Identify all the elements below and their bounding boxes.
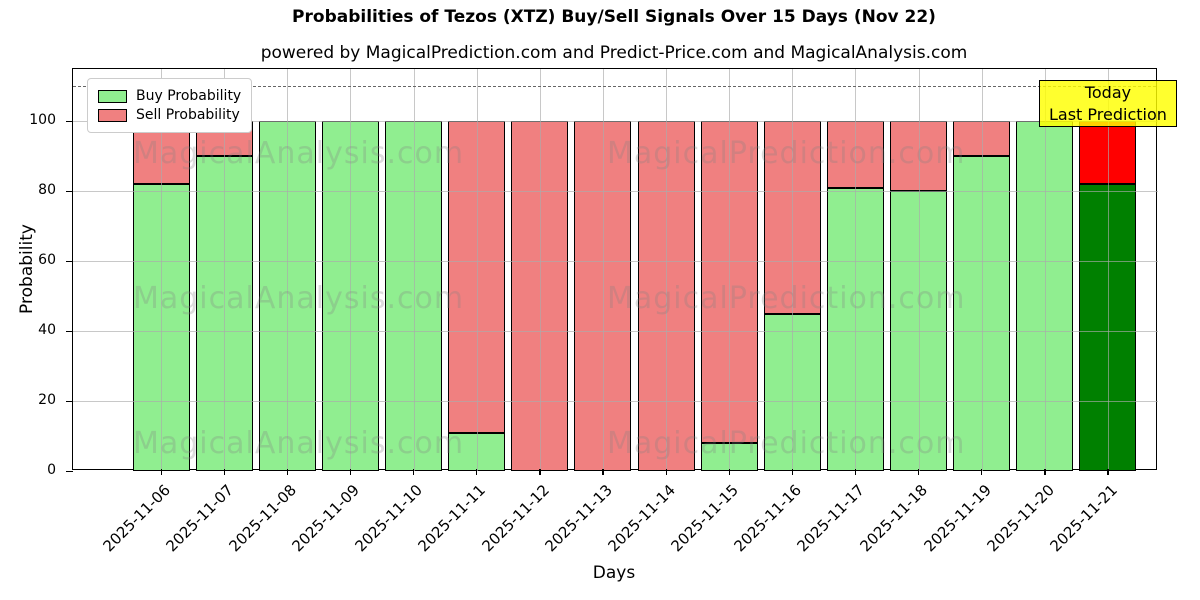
vertical-gridline <box>855 69 857 471</box>
horizontal-gridline <box>73 331 1158 333</box>
horizontal-gridline <box>73 121 1158 123</box>
watermark-text: MagicalAnalysis.com <box>133 136 465 171</box>
legend-swatch-sell <box>98 108 127 122</box>
dashed-reference-line <box>73 86 1156 88</box>
vertical-gridline <box>1107 69 1109 471</box>
chart-title: Probabilities of Tezos (XTZ) Buy/Sell Si… <box>292 7 936 27</box>
x-tick-mark <box>1107 469 1109 475</box>
vertical-gridline <box>792 69 794 471</box>
vertical-gridline <box>602 69 604 471</box>
vertical-gridline <box>224 69 226 471</box>
x-tick-mark <box>854 469 857 475</box>
watermark-text: MagicalPrediction.com <box>607 281 966 316</box>
legend-item-buy: Buy Probability <box>98 88 241 104</box>
today-annotation-line2: Last Prediction <box>1049 104 1167 124</box>
today-annotation-line1: Today <box>1084 83 1132 102</box>
legend-label-sell: Sell Probability <box>136 107 240 123</box>
vertical-gridline <box>981 69 983 471</box>
x-tick-mark <box>413 469 415 475</box>
x-tick-mark <box>160 469 162 475</box>
x-tick-mark <box>791 469 794 475</box>
x-tick-mark <box>539 469 541 475</box>
watermark-text: MagicalAnalysis.com <box>133 426 465 461</box>
vertical-gridline <box>666 69 668 471</box>
horizontal-gridline <box>73 191 1158 193</box>
x-tick-mark <box>349 469 352 475</box>
watermark-text: MagicalPrediction.com <box>607 426 966 461</box>
y-tick-mark <box>66 330 73 332</box>
x-tick-mark <box>476 469 478 475</box>
vertical-gridline <box>413 69 415 471</box>
y-tick-mark <box>66 400 73 402</box>
horizontal-gridline <box>73 401 1158 403</box>
y-tick-mark <box>66 260 73 263</box>
legend: Buy Probability Sell Probability <box>87 78 253 133</box>
vertical-gridline <box>539 69 541 471</box>
y-tick-mark <box>66 470 73 472</box>
legend-item-sell: Sell Probability <box>98 107 241 123</box>
today-annotation: Today Last Prediction <box>1039 80 1177 127</box>
vertical-gridline <box>729 69 731 471</box>
y-axis-title: Probability <box>17 224 37 314</box>
x-tick-mark <box>665 469 667 475</box>
x-tick-mark <box>602 469 604 475</box>
y-tick-mark <box>66 120 73 123</box>
x-tick-mark <box>728 469 730 475</box>
y-tick-mark <box>66 190 73 193</box>
watermark-text: MagicalAnalysis.com <box>133 281 465 316</box>
legend-swatch-buy <box>98 89 127 103</box>
vertical-gridline <box>350 69 352 471</box>
horizontal-gridline <box>73 261 1158 263</box>
watermark-text: MagicalPrediction.com <box>607 136 966 171</box>
vertical-gridline <box>287 69 289 471</box>
legend-label-buy: Buy Probability <box>136 88 242 104</box>
x-tick-mark <box>1044 469 1046 475</box>
x-tick-mark <box>223 469 225 475</box>
vertical-gridline <box>1044 69 1046 471</box>
vertical-gridline <box>476 69 478 471</box>
x-tick-mark <box>286 469 289 475</box>
plot-area: Buy Probability Sell Probability Today L… <box>29 68 1177 555</box>
x-tick-mark <box>918 469 920 475</box>
x-axis-title: Days <box>592 563 636 583</box>
chart-subtitle: powered by MagicalPrediction.com and Pre… <box>260 43 968 63</box>
vertical-gridline <box>161 69 162 471</box>
vertical-gridline <box>918 69 920 471</box>
x-tick-mark <box>981 469 983 475</box>
